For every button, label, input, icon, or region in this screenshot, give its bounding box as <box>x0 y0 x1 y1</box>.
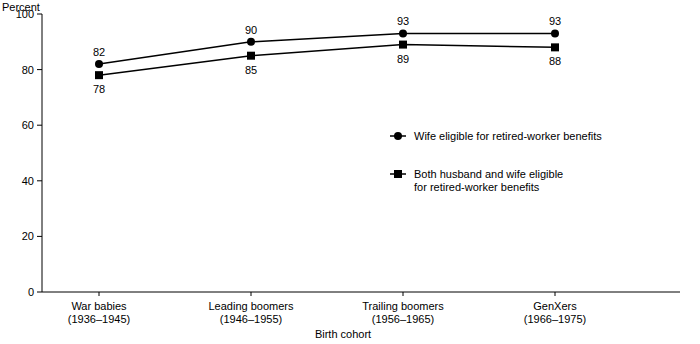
x-tick <box>251 292 252 296</box>
chart: 020406080100PercentWar babies(1936–1945)… <box>0 0 700 344</box>
x-tick-label: Leading boomers(1946–1955) <box>208 300 294 325</box>
x-tick-label-line: War babies <box>71 300 127 312</box>
x-tick <box>555 292 556 296</box>
legend-label-line: for retired-worker benefits <box>414 181 540 193</box>
legend: Wife eligible for retired-worker benefit… <box>390 130 602 193</box>
marker <box>551 29 559 37</box>
data-label: 82 <box>93 46 105 58</box>
y-tick <box>37 14 42 15</box>
legend-label: Wife eligible for retired-worker benefit… <box>414 130 602 142</box>
legend-marker <box>394 170 402 178</box>
x-tick-label-line: (1966–1975) <box>524 313 586 325</box>
y-tick-label: 80 <box>22 64 34 76</box>
y-tick-label: 20 <box>22 230 34 242</box>
series-line <box>99 33 555 64</box>
data-label: 89 <box>397 53 409 65</box>
marker <box>247 38 255 46</box>
legend-label-line: Both husband and wife eligible <box>414 168 563 180</box>
x-tick-label: Trailing boomers(1956–1965) <box>362 300 444 325</box>
marker <box>399 29 407 37</box>
y-tick-label: 60 <box>22 119 34 131</box>
x-tick-label: War babies(1936–1945) <box>68 300 130 325</box>
marker <box>95 71 103 79</box>
x-axis <box>42 292 680 293</box>
y-tick <box>37 180 42 181</box>
legend-label-line: Wife eligible for retired-worker benefit… <box>414 130 602 142</box>
y-tick-label: 0 <box>28 286 34 298</box>
data-label: 78 <box>93 83 105 95</box>
y-tick <box>37 292 42 293</box>
marker <box>95 60 103 68</box>
x-tick <box>403 292 404 296</box>
x-tick-label-line: (1946–1955) <box>220 313 282 325</box>
legend-label: Both husband and wife eligiblefor retire… <box>414 168 563 193</box>
x-axis-label: Birth cohort <box>315 328 371 340</box>
y-tick-label: 40 <box>22 175 34 187</box>
y-axis-label: Percent <box>2 1 40 13</box>
x-tick-label-line: (1956–1965) <box>372 313 434 325</box>
marker <box>399 41 407 49</box>
data-label: 93 <box>549 15 561 27</box>
marker <box>551 43 559 51</box>
x-tick <box>99 292 100 296</box>
y-tick <box>37 125 42 126</box>
x-tick-label-line: GenXers <box>533 300 577 312</box>
y-tick <box>37 69 42 70</box>
x-tick-label: GenXers(1966–1975) <box>524 300 586 325</box>
legend-marker <box>394 132 402 140</box>
x-tick-label-line: (1936–1945) <box>68 313 130 325</box>
data-label: 90 <box>245 24 257 36</box>
data-label: 85 <box>245 64 257 76</box>
series-line <box>99 45 555 76</box>
data-label: 93 <box>397 15 409 27</box>
plot-area <box>95 29 559 79</box>
y-axis <box>42 14 43 292</box>
data-label: 88 <box>549 55 561 67</box>
x-tick-label-line: Leading boomers <box>208 300 294 312</box>
x-tick-label-line: Trailing boomers <box>362 300 444 312</box>
y-tick <box>37 236 42 237</box>
marker <box>247 52 255 60</box>
